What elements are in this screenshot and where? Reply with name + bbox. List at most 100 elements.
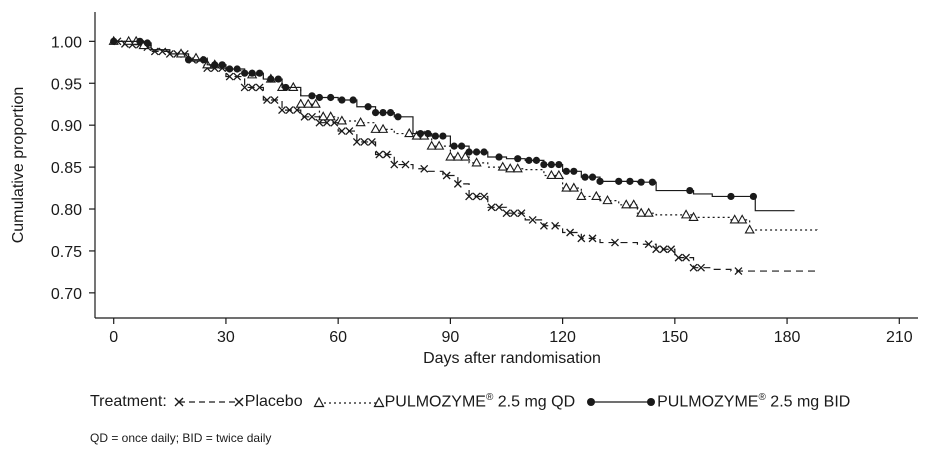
censor-mark: [517, 209, 526, 218]
censor-mark: [270, 96, 279, 104]
censor-mark: [364, 103, 372, 111]
censor-mark: [394, 113, 402, 121]
censor-mark: [727, 192, 735, 201]
censor-mark: [591, 190, 602, 200]
censor-mark: [263, 96, 272, 104]
censor-mark: [465, 148, 473, 156]
censor-mark: [256, 69, 264, 77]
censor-mark: [248, 83, 257, 92]
censor-mark: [345, 127, 354, 136]
x-tick-label: 60: [329, 329, 347, 346]
x-tick-label: 180: [774, 329, 801, 346]
censor-mark: [150, 47, 159, 56]
censor-mark: [512, 163, 523, 173]
censor-mark: [285, 106, 294, 115]
censor-mark: [568, 182, 579, 192]
legend-label-qd: PULMOZYME® 2.5 mg QD: [384, 392, 576, 411]
censor-mark: [110, 37, 118, 45]
censor-mark: [688, 211, 699, 221]
dot-marker-icon: [647, 397, 656, 406]
censor-mark: [434, 140, 445, 150]
censor-mark: [274, 75, 282, 83]
chart-axes: 0 30 60 90 120 150 180 210 0.70 0.75 0.80 0.85 0.90 0…: [51, 12, 918, 346]
dot-marker-icon: [587, 397, 596, 406]
series-line: [113, 40, 818, 231]
censor-mark: [588, 234, 597, 243]
censor-mark: [278, 106, 287, 115]
censor-mark: [240, 83, 249, 92]
censor-mark: [643, 207, 654, 217]
censor-mark: [370, 123, 381, 133]
censor-mark: [472, 148, 481, 156]
censor-mark: [581, 173, 589, 181]
censor-mark: [652, 245, 661, 254]
legend-title: Treatment:: [90, 393, 167, 410]
x-tick-label: 150: [661, 329, 688, 346]
censor-mark: [547, 160, 555, 169]
censor-mark: [487, 203, 496, 212]
censor-mark: [502, 209, 511, 218]
censor-mark: [472, 192, 481, 201]
censor-mark: [659, 245, 668, 254]
censor-mark: [386, 109, 395, 117]
legend-item-qd: PULMOZYME® 2.5 mg QD: [313, 392, 576, 411]
chart-series: [108, 35, 818, 276]
censor-mark: [553, 169, 565, 180]
censor-mark: [184, 56, 193, 64]
censor-mark: [744, 224, 755, 234]
censor-mark: [497, 161, 508, 171]
censor-mark: [697, 263, 705, 272]
censor-mark: [465, 192, 474, 201]
censor-mark: [514, 155, 522, 163]
censor-mark: [225, 72, 234, 81]
censor-mark: [367, 137, 376, 146]
legend: Treatment: Placebo PULMOZYME® 2.5 mg QD …: [90, 389, 860, 415]
censor-mark: [686, 186, 694, 195]
censor-mark: [308, 92, 316, 100]
censor-mark: [337, 127, 346, 136]
y-tick-label: 0.80: [51, 202, 82, 219]
censor-mark: [576, 190, 587, 200]
censor-mark: [539, 221, 548, 230]
censor-mark: [401, 160, 410, 169]
censor-mark: [525, 156, 533, 164]
censor-mark: [682, 253, 691, 262]
censor-mark: [505, 163, 516, 173]
censor-mark: [528, 215, 537, 224]
censor-mark: [555, 160, 563, 169]
censor-mark: [495, 203, 503, 212]
censor-mark: [424, 129, 432, 138]
censor-mark: [327, 93, 335, 102]
censor-mark: [734, 267, 743, 276]
censor-mark: [674, 253, 683, 262]
legend-label-bid: PULMOZYME® 2.5 mg BID: [657, 392, 851, 411]
censor-mark: [442, 171, 451, 180]
series-2: [110, 37, 795, 212]
censor-mark: [460, 151, 471, 161]
censor-mark: [431, 132, 440, 140]
y-tick-label: 0.70: [51, 286, 82, 303]
y-tick-label: 0.85: [51, 160, 82, 177]
censor-mark: [615, 177, 623, 185]
x-marker-icon: [174, 397, 184, 407]
censor-mark: [300, 112, 309, 121]
y-axis-title: Cumulative proportion: [10, 87, 27, 244]
censor-mark: [749, 192, 758, 201]
censor-mark: [158, 47, 167, 56]
censor-mark: [471, 157, 482, 167]
triangle-marker-icon: [313, 396, 325, 408]
y-tick-label: 0.90: [51, 118, 82, 135]
censor-mark: [143, 39, 151, 47]
censor-mark: [390, 160, 399, 169]
x-tick-label: 90: [441, 329, 459, 346]
censor-mark: [636, 207, 647, 217]
censor-mark: [445, 151, 456, 161]
censor-mark: [136, 37, 144, 45]
survival-chart: 0 30 60 90 120 150 180 210 0.70 0.75 0.80 0.85 0.90 0…: [10, 12, 918, 367]
censor-mark: [439, 132, 447, 140]
legend-swatch-bid: [587, 397, 656, 406]
censor-mark: [375, 150, 384, 159]
censor-mark: [637, 178, 645, 186]
censor-mark: [426, 140, 437, 150]
legend-swatch-placebo: [174, 397, 244, 407]
